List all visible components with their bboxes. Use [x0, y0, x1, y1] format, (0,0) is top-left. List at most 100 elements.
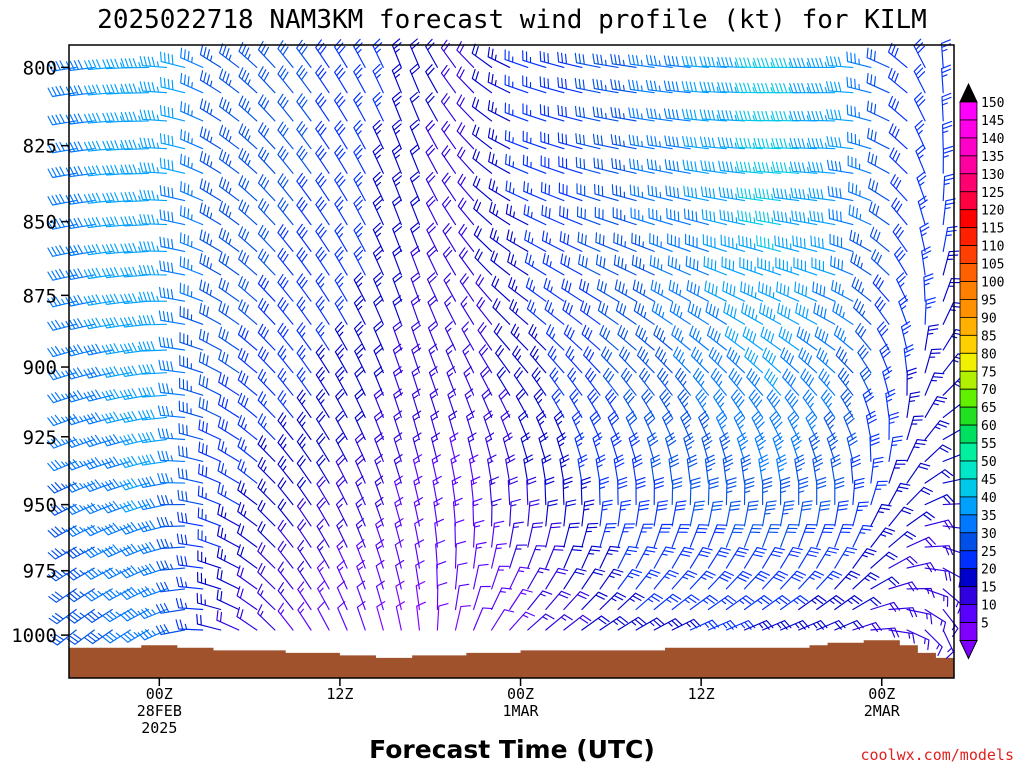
wind-barb — [876, 321, 890, 351]
legend-level-label: 125 — [981, 186, 1004, 201]
wind-barb — [101, 317, 131, 329]
wind-barb — [496, 366, 511, 396]
wind-barb — [196, 592, 222, 611]
wind-barb — [738, 235, 764, 252]
wind-barb — [353, 246, 366, 276]
wind-barb — [523, 181, 547, 202]
wind-barb — [683, 208, 709, 226]
wind-barb — [833, 325, 854, 351]
wind-barb — [257, 583, 276, 611]
y-axis: 800 825 850 875 900 925 950 975 1000 — [11, 57, 69, 647]
wind-barb — [558, 156, 583, 174]
wind-barb — [707, 524, 728, 548]
wind-barb — [176, 576, 204, 590]
wind-barb — [315, 321, 330, 351]
wind-barb — [798, 500, 813, 527]
wind-barb — [446, 366, 457, 396]
wind-barb — [565, 346, 583, 374]
legend-level-label: 120 — [981, 204, 1004, 219]
wind-barb — [575, 156, 601, 174]
wind-barb — [563, 499, 577, 527]
wind-barb — [798, 477, 809, 506]
wind-barb — [509, 566, 530, 590]
wind-barb — [574, 77, 601, 94]
wind-barb — [336, 580, 348, 611]
wind-barb — [680, 410, 692, 441]
wind-barb — [159, 185, 186, 202]
wind-barb — [392, 366, 403, 396]
wind-barb — [789, 137, 818, 150]
wind-barb — [47, 268, 77, 281]
wind-barb — [665, 432, 677, 462]
wind-barb — [506, 229, 529, 252]
wind-barb — [296, 433, 312, 462]
wind-barb — [524, 230, 547, 252]
wind-barb — [336, 560, 348, 590]
wind-barb — [138, 315, 168, 326]
wind-barb — [394, 475, 403, 506]
wind-barb — [257, 323, 276, 351]
wind-barb — [581, 591, 608, 611]
wind-barb — [715, 410, 728, 441]
x-tick-label: 00Z — [868, 685, 895, 703]
wind-barb — [809, 210, 836, 226]
wind-barb — [139, 265, 168, 276]
wind-barb — [47, 141, 77, 154]
wind-barb — [199, 302, 222, 325]
wind-barb — [790, 187, 818, 202]
wind-barb — [692, 367, 709, 396]
wind-barb — [180, 153, 204, 174]
wind-barb — [47, 85, 77, 98]
wind-barb — [890, 174, 908, 202]
wind-barb — [218, 300, 240, 325]
wind-barb — [454, 583, 470, 611]
wind-barb — [238, 226, 258, 252]
wind-barb — [698, 410, 710, 441]
wind-barb — [646, 107, 673, 122]
wind-barb — [743, 500, 759, 527]
wind-barb — [645, 54, 673, 68]
wind-barb — [865, 410, 877, 441]
wind-barb — [353, 222, 366, 252]
wind-barb — [510, 323, 529, 351]
x-tick-label: 28FEB — [137, 702, 182, 720]
wind-barb — [744, 347, 764, 374]
legend-swatch — [959, 316, 978, 336]
wind-barb — [410, 222, 421, 252]
wind-barb — [635, 593, 663, 611]
wind-barb — [941, 64, 952, 94]
wind-barb — [599, 616, 628, 631]
wind-barb — [837, 367, 854, 396]
wind-barb — [617, 569, 642, 590]
wind-barb — [753, 137, 782, 150]
wind-barb — [780, 570, 807, 590]
wind-barb — [762, 347, 782, 374]
wind-barb — [47, 113, 77, 126]
legend-swatch — [959, 550, 978, 570]
wind-barb — [491, 498, 502, 527]
legend-level-label: 60 — [981, 419, 997, 434]
wind-barb — [577, 454, 588, 484]
wind-barb — [277, 173, 294, 202]
wind-barb — [820, 389, 836, 418]
wind-barb — [218, 277, 240, 302]
wind-barb — [713, 389, 727, 418]
wind-barb — [832, 301, 854, 325]
wind-barb — [557, 132, 583, 150]
wind-barb — [847, 155, 872, 174]
wind-barb — [942, 198, 956, 226]
wind-barb — [199, 98, 222, 122]
color-legend: 1501451401351301251201151101051009590858… — [959, 82, 1004, 660]
wind-barb — [315, 39, 330, 68]
wind-barb — [447, 388, 457, 418]
wind-barb — [495, 344, 511, 374]
wind-barb — [356, 539, 366, 569]
wind-barb — [574, 52, 601, 68]
wind-barb — [795, 302, 818, 325]
wind-barb — [179, 282, 204, 302]
wind-barb — [720, 234, 746, 252]
wind-barb — [139, 137, 168, 150]
wind-barb — [238, 276, 258, 302]
wind-barb — [137, 541, 168, 555]
wind-barb — [157, 405, 186, 418]
